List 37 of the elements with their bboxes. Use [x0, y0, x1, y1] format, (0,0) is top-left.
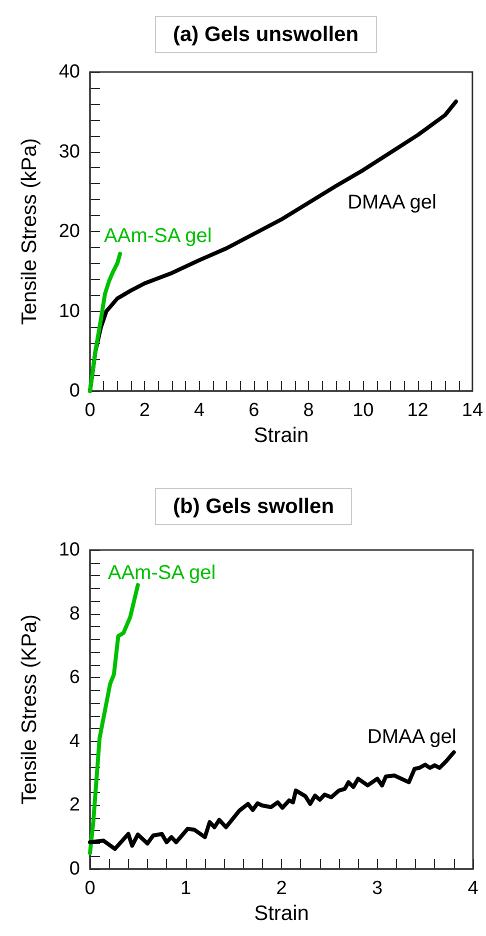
x-tick-label: 12: [407, 400, 428, 421]
y-tick-label: 4: [69, 730, 80, 752]
x-tick-label: 2: [276, 878, 287, 899]
line-series: [88, 252, 122, 393]
y-tick-label: 30: [58, 141, 80, 162]
y-tick-label: 2: [69, 794, 80, 816]
y-tick-label: 10: [58, 540, 80, 560]
x-tick-label: 1: [180, 878, 192, 899]
x-tick-label: 3: [372, 878, 383, 899]
x-tick-label: 4: [194, 400, 205, 421]
series-label: DMAA gel: [367, 726, 456, 748]
chart-title: (a) Gels unswollen: [173, 23, 359, 46]
line-series: [88, 750, 456, 851]
x-tick-label: 10: [352, 400, 374, 421]
series-label: AAm-SA gel: [108, 562, 216, 584]
y-tick-label: 0: [69, 858, 80, 880]
x-axis-title: Strain: [254, 902, 309, 925]
y-axis-title: Tensile Stress (KPa): [18, 614, 41, 805]
y-tick-label: 8: [69, 603, 80, 624]
line-series: [88, 583, 140, 856]
y-tick-label: 0: [69, 380, 80, 402]
series-label: AAm-SA gel: [104, 224, 212, 247]
y-axis-title: Tensile Stress (kPa): [18, 138, 41, 325]
y-tick-label: 20: [58, 221, 80, 242]
x-axis-title: Strain: [254, 424, 309, 447]
chart-title: (b) Gels swollen: [173, 495, 334, 518]
y-tick-label: 40: [58, 62, 80, 82]
x-tick-label: 6: [248, 400, 260, 421]
series-label: DMAA gel: [348, 192, 437, 214]
x-tick-label: 8: [303, 400, 314, 421]
x-tick-label: 0: [84, 400, 96, 421]
y-tick-label: 6: [69, 667, 80, 688]
x-tick-label: 2: [139, 400, 150, 421]
x-tick-label: 14: [462, 400, 484, 421]
x-tick-label: 0: [84, 878, 96, 899]
x-tick-label: 4: [468, 878, 479, 899]
y-tick-label: 10: [58, 300, 80, 322]
